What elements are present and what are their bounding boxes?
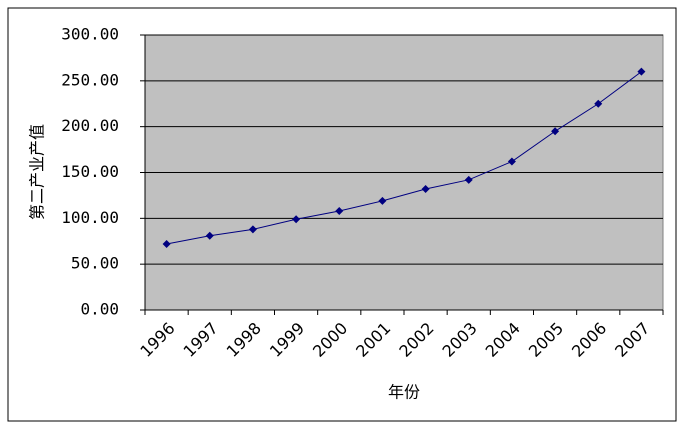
data-point xyxy=(551,127,560,136)
data-point xyxy=(162,240,171,248)
y-tick-label: 50.00 xyxy=(71,254,119,273)
y-tick-label: 0.00 xyxy=(80,300,119,319)
y-tick-label: 100.00 xyxy=(61,208,119,227)
y-tick-label: 200.00 xyxy=(61,116,119,135)
data-point xyxy=(248,225,257,234)
data-point xyxy=(507,157,516,166)
x-axis-label: 年份 xyxy=(388,383,420,402)
y-tick-label: 150.00 xyxy=(61,162,119,181)
data-point xyxy=(205,231,214,240)
data-point xyxy=(292,215,301,224)
data-point xyxy=(335,207,344,215)
data-point xyxy=(594,99,603,108)
y-tick-label: 250.00 xyxy=(61,70,119,89)
data-point xyxy=(378,196,387,205)
y-tick-label: 300.00 xyxy=(61,25,119,44)
y-axis-label: 第二产业产值 xyxy=(28,124,47,220)
data-point xyxy=(464,175,473,184)
data-point xyxy=(421,185,430,193)
data-line xyxy=(166,71,642,245)
data-point xyxy=(637,67,646,76)
